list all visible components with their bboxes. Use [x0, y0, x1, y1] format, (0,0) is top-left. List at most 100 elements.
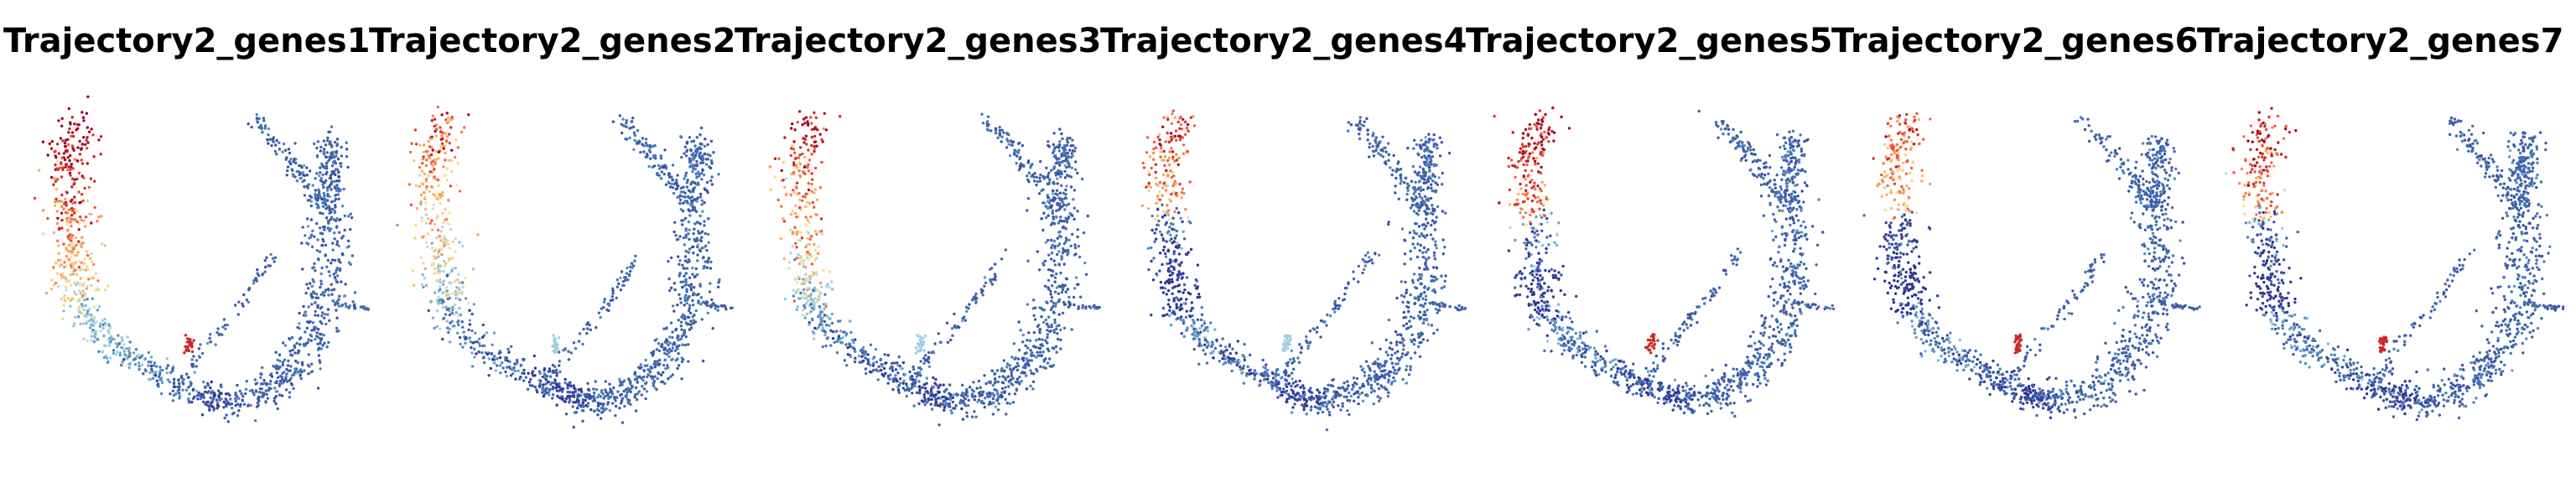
cell-point — [656, 360, 659, 363]
cell-point — [422, 150, 425, 154]
cell-point — [937, 332, 940, 335]
cell-point — [823, 293, 827, 296]
cell-point — [809, 255, 813, 258]
cell-point — [1171, 216, 1175, 220]
cell-point — [442, 165, 445, 169]
cell-point — [320, 311, 325, 314]
cell-point — [206, 341, 210, 345]
cell-point — [1038, 346, 1042, 351]
cell-point — [1076, 171, 1079, 175]
cell-point — [869, 370, 872, 373]
cell-point — [1027, 171, 1031, 174]
cell-point — [1426, 248, 1430, 252]
cell-point — [1161, 203, 1164, 206]
cell-point — [322, 148, 326, 151]
cell-point — [564, 413, 569, 416]
cell-point — [1168, 226, 1171, 229]
cell-point — [196, 397, 200, 401]
cell-point — [340, 205, 345, 208]
cell-point — [99, 322, 102, 325]
cell-point — [247, 122, 250, 126]
cell-point — [70, 163, 74, 166]
cell-point — [257, 273, 261, 278]
cell-point — [464, 276, 467, 279]
cell-point — [69, 256, 73, 259]
cell-point — [663, 358, 667, 361]
cell-point — [1042, 358, 1046, 361]
cell-point — [1400, 280, 1403, 283]
cell-point — [821, 140, 824, 143]
cell-point — [667, 355, 671, 358]
cell-point — [830, 280, 834, 283]
cell-point — [324, 288, 328, 292]
cell-point — [618, 384, 622, 387]
cell-point — [655, 387, 658, 392]
cell-point — [668, 185, 673, 189]
cell-point — [1008, 392, 1011, 396]
cell-point — [80, 304, 84, 308]
cell-point — [1063, 164, 1067, 168]
cell-point — [1057, 284, 1061, 288]
cell-point — [709, 267, 713, 270]
cell-point — [426, 150, 429, 153]
cell-point — [596, 404, 600, 408]
cell-point — [822, 303, 826, 306]
cell-point — [80, 236, 84, 239]
cell-point — [86, 141, 90, 144]
cell-point — [611, 287, 615, 290]
cell-point — [1068, 148, 1072, 152]
cell-point — [810, 122, 813, 125]
cell-point — [989, 402, 993, 405]
cell-point — [679, 186, 683, 190]
cell-point — [963, 404, 968, 408]
cell-point — [1072, 149, 1077, 153]
cell-point — [444, 158, 447, 162]
cell-point — [562, 348, 565, 352]
cell-point — [307, 287, 310, 290]
cell-point — [866, 358, 870, 361]
cell-point — [572, 387, 576, 390]
cell-point — [90, 277, 94, 280]
cell-point — [608, 408, 611, 413]
cell-point — [305, 217, 309, 221]
cell-point — [1447, 151, 1452, 155]
cell-point — [1000, 128, 1004, 132]
cell-point — [683, 255, 688, 258]
cell-point — [980, 393, 984, 397]
cell-point — [1185, 298, 1188, 301]
cell-point — [320, 197, 324, 201]
cell-point — [92, 315, 96, 319]
cell-point — [807, 188, 811, 192]
cell-point — [1426, 233, 1429, 237]
cell-point — [543, 376, 547, 379]
cell-point — [261, 131, 264, 134]
cell-point — [830, 312, 834, 316]
cell-point — [828, 270, 832, 273]
cell-point — [225, 398, 228, 402]
cell-point — [685, 301, 688, 305]
cell-point — [812, 299, 815, 303]
cell-point — [439, 230, 444, 233]
cell-point — [1305, 335, 1308, 339]
cell-point — [429, 162, 434, 166]
cell-point — [335, 301, 339, 305]
cell-point — [1262, 378, 1266, 382]
cell-point — [331, 248, 335, 252]
cell-point — [787, 261, 792, 264]
cell-point — [552, 369, 555, 372]
cell-point — [806, 120, 809, 123]
cell-point — [504, 358, 507, 362]
cell-point — [458, 298, 462, 302]
cell-point — [1432, 331, 1436, 335]
cell-point — [65, 288, 68, 292]
cell-point — [475, 340, 479, 344]
cell-point — [845, 364, 849, 367]
cell-point — [449, 184, 452, 188]
cell-point — [802, 288, 806, 291]
cell-point — [894, 374, 897, 377]
cell-point — [303, 369, 306, 372]
cell-point — [335, 168, 338, 171]
cell-point — [1048, 178, 1052, 181]
cell-point — [807, 148, 810, 152]
cell-point — [313, 235, 316, 238]
